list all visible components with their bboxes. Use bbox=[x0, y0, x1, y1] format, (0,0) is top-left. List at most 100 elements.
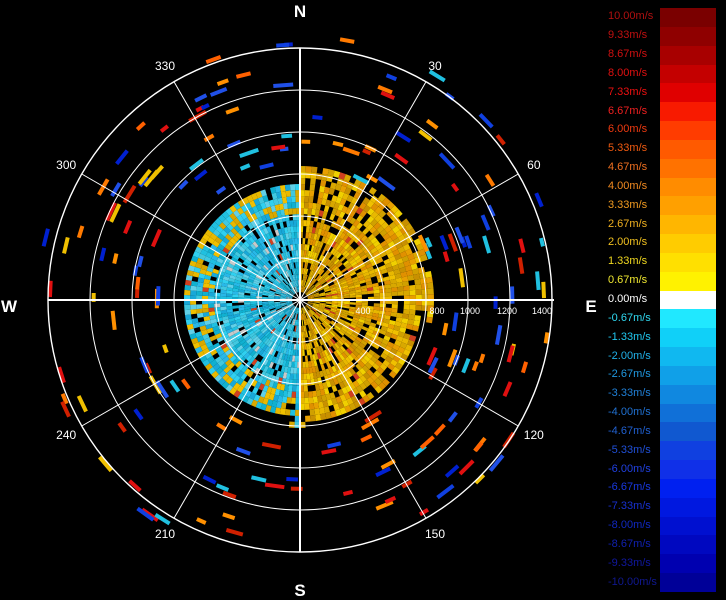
velocity-cell bbox=[335, 284, 342, 289]
velocity-cell bbox=[270, 286, 277, 291]
velocity-cell bbox=[353, 191, 361, 200]
velocity-cell bbox=[217, 233, 225, 241]
echo-mark bbox=[539, 237, 545, 247]
velocity-cell bbox=[348, 361, 356, 369]
velocity-cell bbox=[304, 288, 309, 294]
velocity-cell bbox=[363, 274, 371, 280]
velocity-cell bbox=[319, 278, 325, 284]
velocity-cell bbox=[184, 304, 191, 311]
velocity-cell bbox=[266, 239, 272, 247]
velocity-cell bbox=[262, 301, 269, 304]
velocity-cell bbox=[313, 215, 319, 222]
velocity-cell bbox=[284, 384, 289, 392]
velocity-cell bbox=[374, 214, 383, 223]
velocity-cell bbox=[339, 360, 346, 368]
velocity-cell bbox=[330, 338, 336, 345]
velocity-cell bbox=[399, 266, 407, 274]
velocity-cell bbox=[313, 303, 320, 307]
velocity-cell bbox=[319, 296, 326, 299]
echo-mark bbox=[433, 423, 446, 436]
velocity-cell bbox=[271, 192, 278, 200]
velocity-cell bbox=[303, 280, 307, 287]
velocity-cell bbox=[308, 330, 312, 337]
velocity-cell bbox=[309, 309, 315, 315]
velocity-cell bbox=[278, 389, 285, 397]
velocity-cell bbox=[354, 309, 362, 314]
velocity-cell bbox=[373, 303, 380, 307]
velocity-cell bbox=[250, 243, 257, 250]
velocity-cell bbox=[320, 229, 326, 237]
velocity-cell bbox=[262, 304, 269, 307]
velocity-cell bbox=[252, 352, 259, 359]
velocity-cell bbox=[314, 281, 320, 287]
velocity-cell bbox=[365, 331, 373, 337]
velocity-cell bbox=[332, 317, 340, 322]
velocity-cell bbox=[271, 349, 277, 357]
velocity-cell bbox=[213, 251, 221, 258]
velocity-cell bbox=[271, 273, 278, 279]
velocity-cell bbox=[295, 307, 298, 314]
echo-mark bbox=[57, 366, 66, 384]
velocity-cell bbox=[280, 302, 287, 305]
velocity-cell bbox=[313, 314, 319, 320]
velocity-cell bbox=[315, 340, 320, 347]
velocity-cell bbox=[310, 233, 315, 240]
velocity-cell bbox=[257, 288, 264, 292]
echo-mark bbox=[321, 448, 337, 455]
velocity-cell bbox=[335, 396, 343, 404]
velocity-cell bbox=[227, 352, 235, 360]
velocity-cell bbox=[282, 314, 288, 320]
velocity-cell bbox=[319, 300, 326, 303]
velocity-cell bbox=[276, 191, 282, 199]
velocity-cell bbox=[215, 332, 223, 339]
velocity-cell bbox=[250, 399, 258, 408]
legend-swatch bbox=[660, 328, 716, 348]
velocity-cell bbox=[386, 209, 395, 218]
velocity-cell bbox=[339, 353, 346, 361]
velocity-cell bbox=[273, 322, 279, 329]
echo-mark bbox=[123, 219, 133, 235]
velocity-cell bbox=[361, 302, 368, 306]
velocity-cell bbox=[293, 319, 296, 326]
velocity-cell bbox=[264, 263, 271, 269]
velocity-cell bbox=[397, 262, 405, 269]
velocity-cell bbox=[310, 286, 316, 292]
velocity-cell bbox=[290, 196, 296, 203]
velocity-cell bbox=[376, 257, 384, 264]
velocity-cell bbox=[326, 279, 333, 284]
velocity-cell bbox=[247, 222, 254, 230]
velocity-cell bbox=[243, 343, 250, 350]
velocity-cell bbox=[315, 312, 321, 317]
velocity-cell bbox=[349, 217, 357, 225]
velocity-cell bbox=[326, 361, 332, 369]
velocity-cell bbox=[348, 390, 355, 398]
velocity-cell bbox=[263, 287, 270, 291]
velocity-cell bbox=[217, 349, 225, 357]
velocity-cell bbox=[304, 268, 307, 275]
velocity-cell bbox=[378, 201, 387, 211]
velocity-cell bbox=[260, 342, 266, 350]
velocity-cell bbox=[347, 312, 355, 317]
velocity-cell bbox=[238, 347, 246, 355]
velocity-cell bbox=[328, 332, 334, 339]
range-labels: 400 800 1000 1200 1400 bbox=[355, 306, 552, 316]
velocity-cell bbox=[251, 379, 258, 387]
velocity-cell bbox=[345, 245, 353, 252]
velocity-cell bbox=[335, 312, 342, 317]
azimuth-spoke bbox=[81, 299, 301, 427]
velocity-cell bbox=[196, 290, 203, 296]
legend-label: -5.33m/s bbox=[608, 443, 651, 456]
velocity-cell bbox=[305, 172, 312, 179]
velocity-cell bbox=[384, 345, 393, 352]
velocity-cell bbox=[355, 294, 362, 298]
velocity-cell bbox=[346, 194, 354, 203]
echo-mark bbox=[484, 173, 496, 187]
velocity-cell bbox=[264, 379, 271, 387]
velocity-cell bbox=[372, 282, 379, 288]
velocity-cell bbox=[356, 248, 364, 255]
velocity-cell bbox=[330, 321, 337, 327]
velocity-cell bbox=[308, 283, 313, 289]
velocity-cell bbox=[337, 246, 344, 253]
velocity-cell bbox=[282, 341, 287, 348]
velocity-cell bbox=[367, 328, 374, 334]
